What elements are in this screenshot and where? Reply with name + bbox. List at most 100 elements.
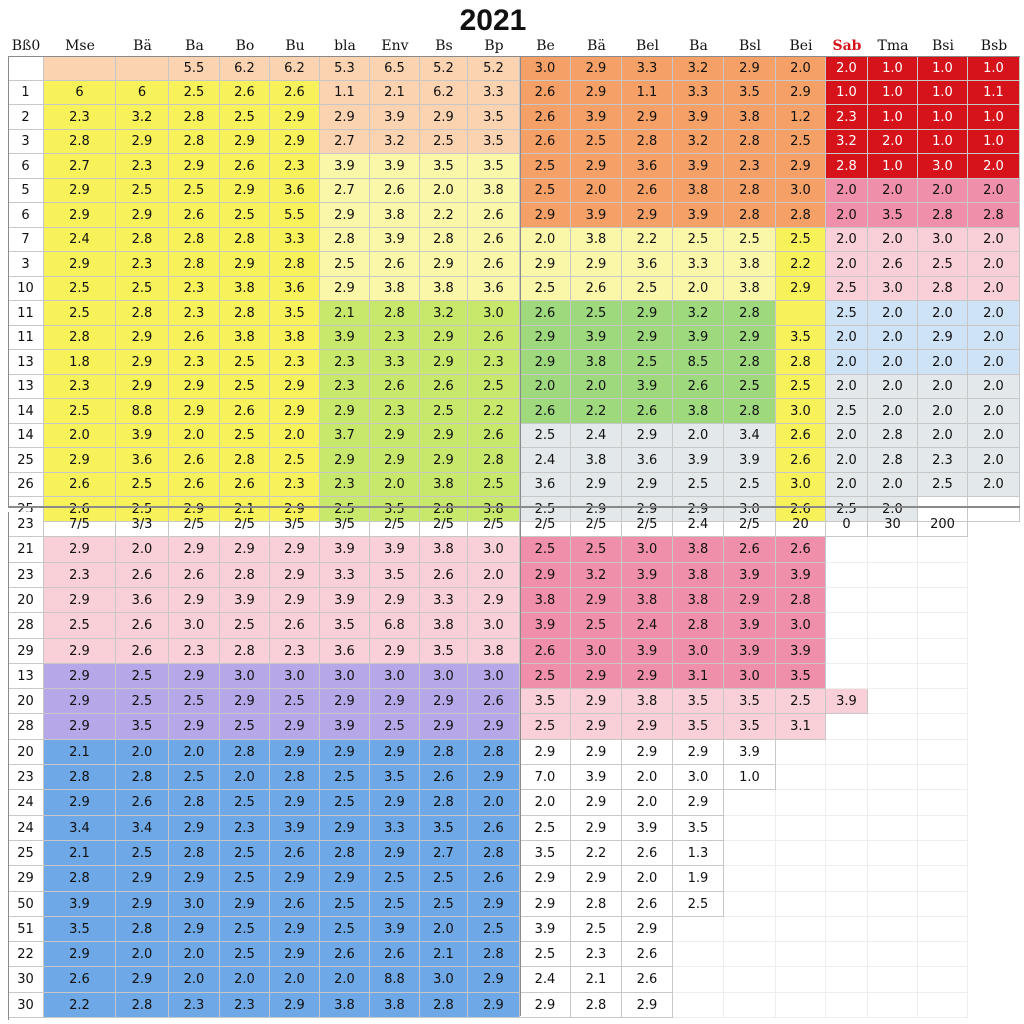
grid-cell: 2.8 — [724, 179, 776, 203]
column-header: Bä — [587, 38, 606, 54]
grid-cell: 2.8 — [370, 301, 420, 326]
grid-cell — [724, 942, 776, 967]
grid-cell: 2.0 — [520, 375, 571, 399]
grid-cell: 2.9 — [44, 942, 116, 967]
grid-cell: 2.5 — [220, 203, 270, 228]
grid-cell: 2.6 — [169, 448, 220, 473]
row-label: 51 — [8, 917, 44, 942]
grid-cell: 2.9 — [370, 689, 420, 714]
grid-cell: 2.3 — [169, 301, 220, 326]
grid-cell: 2.6 — [44, 497, 116, 522]
grid-cell: 2.6 — [724, 537, 776, 563]
row-label: 29 — [8, 639, 44, 664]
grid-cell: 1.0 — [918, 105, 968, 130]
grid-cell: 2.9 — [370, 424, 420, 448]
grid-cell: 2.5 — [918, 252, 968, 277]
grid-cell: 2.0 — [868, 399, 918, 424]
grid-cell: 0 — [826, 512, 868, 537]
grid-cell — [776, 841, 826, 866]
grid-cell — [918, 841, 968, 866]
grid-cell — [826, 537, 868, 563]
grid-cell: 2.8 — [220, 228, 270, 252]
grid-cell: 2.6 — [622, 892, 673, 917]
grid-cell: 2.6 — [270, 892, 320, 917]
grid-cell — [826, 866, 868, 892]
grid-cell: 2.5 — [468, 375, 520, 399]
grid-cell: 2.6 — [520, 130, 571, 154]
grid-cell — [826, 740, 868, 765]
grid-cell: 3.8 — [468, 639, 520, 664]
grid-cell: 2.0 — [420, 917, 468, 942]
grid-cell: 2.3 — [918, 448, 968, 473]
grid-cell: 2.5 — [520, 714, 571, 740]
grid-cell: 2.0 — [169, 424, 220, 448]
grid-cell: 2.0 — [826, 424, 868, 448]
column-header: Bsl — [739, 38, 761, 54]
grid-cell: 2.9 — [622, 993, 673, 1018]
grid-cell — [776, 917, 826, 942]
grid-cell: 2.9 — [270, 375, 320, 399]
grid-cell: 3.9 — [370, 917, 420, 942]
grid-cell: 2.3 — [169, 993, 220, 1018]
grid-cell: 3.8 — [420, 613, 468, 639]
grid-cell: 2.6 — [868, 252, 918, 277]
column-header: Bsi — [932, 38, 954, 54]
grid-cell: 2.9 — [468, 892, 520, 917]
grid-cell: 3.5 — [270, 301, 320, 326]
grid-cell: 3.0 — [571, 639, 622, 664]
grid-cell: 2.3 — [220, 816, 270, 841]
grid-cell: 2.6 — [622, 841, 673, 866]
grid-cell: 2.9 — [673, 497, 724, 522]
row-label: 50 — [8, 892, 44, 917]
grid-cell — [868, 790, 918, 816]
grid-cell: 3.0 — [622, 537, 673, 563]
grid-cell: 2.9 — [622, 473, 673, 497]
grid-cell — [826, 765, 868, 790]
grid-cell: 3.3 — [370, 350, 420, 375]
grid-cell: 3.5 — [724, 81, 776, 105]
grid-cell — [918, 967, 968, 993]
grid-cell — [868, 816, 918, 841]
grid-cell: 3.6 — [520, 473, 571, 497]
grid-cell: 2.0 — [968, 375, 1020, 399]
grid-cell: 2.0 — [968, 326, 1020, 350]
grid-cell: 2.9 — [270, 130, 320, 154]
grid-cell: 3.4 — [724, 424, 776, 448]
grid-cell: 2.0 — [270, 967, 320, 993]
grid-cell: 2.0 — [116, 740, 169, 765]
grid-cell: 2.8 — [116, 301, 169, 326]
grid-cell: 2.7 — [420, 841, 468, 866]
grid-cell: 3.2 — [673, 301, 724, 326]
grid-cell: 2.5 — [169, 81, 220, 105]
grid-cell: 2.9 — [116, 375, 169, 399]
grid-cell: 3.5 — [420, 639, 468, 664]
column-header: Bß0 — [11, 38, 41, 54]
grid-cell: 2.9 — [270, 399, 320, 424]
grid-cell: 2.3 — [169, 639, 220, 664]
grid-cell: 2.0 — [826, 252, 868, 277]
grid-cell: 2.9 — [220, 537, 270, 563]
grid-cell: 2.6 — [420, 563, 468, 588]
grid-cell — [724, 967, 776, 993]
grid-cell: 2.8 — [44, 130, 116, 154]
grid-cell: 1.0 — [868, 154, 918, 179]
grid-cell: 3.9 — [673, 105, 724, 130]
grid-cell: 2.0 — [968, 473, 1020, 497]
grid-cell: 2.8 — [868, 424, 918, 448]
grid-cell: 2.5 — [220, 790, 270, 816]
grid-cell: 2.6 — [622, 399, 673, 424]
grid-cell: 2.0 — [169, 967, 220, 993]
grid-cell: 2.8 — [44, 326, 116, 350]
grid-cell: 2.9 — [420, 448, 468, 473]
grid-cell: 2.2 — [622, 228, 673, 252]
grid-cell: 2.6 — [520, 639, 571, 664]
grid-cell — [868, 639, 918, 664]
grid-cell: 2.5 — [622, 277, 673, 301]
grid-cell: 2.2 — [44, 993, 116, 1018]
grid-cell: 3.0 — [724, 664, 776, 689]
grid-cell: 2/5 — [622, 512, 673, 537]
grid-cell: 3.5 — [468, 154, 520, 179]
row-label: 10 — [8, 277, 44, 301]
column-header: Bsb — [980, 38, 1008, 54]
grid-cell: 2.6 — [270, 841, 320, 866]
